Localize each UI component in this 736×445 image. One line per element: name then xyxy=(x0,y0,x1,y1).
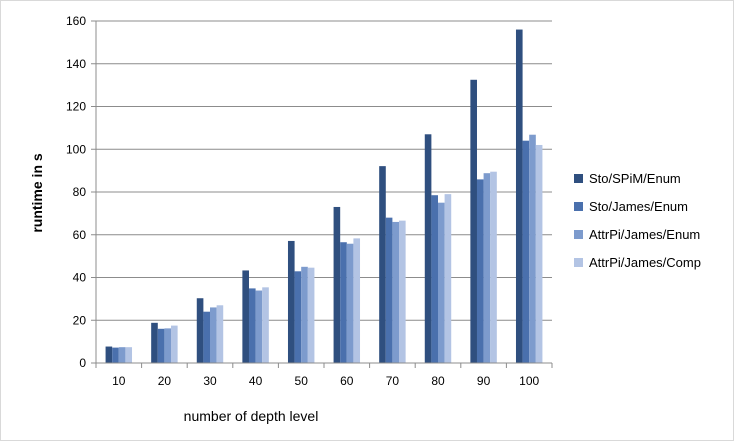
bar xyxy=(248,288,256,363)
bar xyxy=(353,238,361,363)
bar xyxy=(515,29,523,364)
bar xyxy=(112,347,119,363)
bar xyxy=(262,287,269,363)
legend-label: Sto/James/Enum xyxy=(589,199,688,214)
bar xyxy=(529,134,536,363)
bar xyxy=(490,171,497,363)
bar xyxy=(255,290,263,363)
y-tick-label: 120 xyxy=(66,100,86,114)
legend-label: AttrPi/James/Enum xyxy=(589,227,700,242)
bar xyxy=(105,346,113,363)
bar xyxy=(333,206,341,363)
bar xyxy=(157,328,165,363)
x-tick-label: 70 xyxy=(386,374,400,388)
bar xyxy=(470,79,477,363)
bar xyxy=(307,267,315,363)
legend-label: Sto/SPiM/Enum xyxy=(589,171,681,186)
bar xyxy=(118,347,126,363)
y-axis-label: runtime in s xyxy=(29,153,45,233)
bar xyxy=(294,271,302,363)
bar xyxy=(379,166,386,363)
bar xyxy=(483,173,491,363)
bar xyxy=(522,140,530,363)
bar xyxy=(535,144,543,363)
bar xyxy=(431,195,438,363)
x-tick-label: 20 xyxy=(158,374,172,388)
axes: 0 20 40 60 80 100 120 140 160 10 20 30 40 50 60 70 80 90 1… xyxy=(66,14,553,388)
legend: Sto/SPiM/Enum Sto/James/Enum AttrPi/James/… xyxy=(574,171,701,270)
legend-swatch xyxy=(574,174,583,183)
x-tick-label: 90 xyxy=(477,374,491,388)
bar xyxy=(385,217,393,363)
bar xyxy=(444,194,452,363)
bar xyxy=(151,322,158,363)
legend-swatch xyxy=(574,230,583,239)
x-axis-label: number of depth level xyxy=(184,408,319,424)
bar xyxy=(203,311,210,363)
y-tick-label: 100 xyxy=(66,142,86,156)
x-tick-label: 30 xyxy=(203,374,217,388)
bar xyxy=(346,243,354,363)
x-tick-label: 80 xyxy=(431,374,445,388)
bar xyxy=(125,347,133,363)
bar xyxy=(171,325,178,363)
bar xyxy=(424,134,432,363)
bar xyxy=(216,305,224,363)
y-tick-label: 20 xyxy=(73,313,87,327)
x-tick-label: 10 xyxy=(112,374,126,388)
bar xyxy=(438,202,445,363)
bar xyxy=(392,221,400,363)
bar xyxy=(287,240,295,363)
bar xyxy=(399,220,406,363)
gridlines xyxy=(96,20,552,321)
bar xyxy=(242,270,249,363)
bar xyxy=(210,307,217,363)
y-tick-label: 160 xyxy=(66,14,86,28)
bar xyxy=(476,179,484,363)
y-tick-label: 80 xyxy=(73,185,87,199)
x-tick-label: 100 xyxy=(519,374,539,388)
bars xyxy=(105,29,543,364)
bar xyxy=(340,242,347,363)
bar xyxy=(196,298,204,363)
y-tick-label: 40 xyxy=(73,271,87,285)
bar xyxy=(164,328,172,363)
legend-label: AttrPi/James/Comp xyxy=(589,255,701,270)
bar xyxy=(301,266,308,363)
y-tick-label: 0 xyxy=(79,356,86,370)
y-tick-label: 140 xyxy=(66,57,86,71)
x-tick-label: 50 xyxy=(295,374,309,388)
x-tick-label: 60 xyxy=(340,374,354,388)
x-tick-label: 40 xyxy=(249,374,263,388)
legend-swatch xyxy=(574,202,583,211)
legend-swatch xyxy=(574,258,583,267)
y-tick-label: 60 xyxy=(73,228,87,242)
